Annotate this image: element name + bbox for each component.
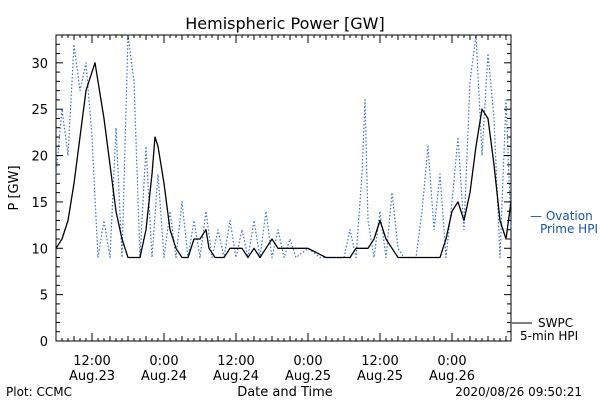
y-tick-label: 0 [40,335,48,350]
x-tick-date-label: Aug.23 [69,369,115,384]
x-axis-ticks: 12:00Aug.230:00Aug.2412:00Aug.240:00Aug.… [55,35,507,384]
footer-plot-credit: Plot: CCMC [6,385,72,399]
x-tick-date-label: Aug.25 [357,369,403,384]
legend-swpc: SWPC 5-min HPI [512,316,578,343]
x-tick-date-label: Aug.24 [141,369,187,384]
x-tick-time-label: 12:00 [217,354,254,369]
footer-timestamp: 2020/08/26 09:50:21 [455,385,582,399]
y-axis-ticks: 0 5 10 15 20 25 30 [31,34,511,350]
plot-frame [55,34,512,342]
legend-ovation-line1: — Ovation [530,209,593,223]
y-tick-label: 20 [31,150,48,165]
x-axis-label: Date and Time [237,385,333,400]
legend-swpc-line2: 5-min HPI [520,329,578,343]
ovation-series-line [55,34,512,259]
y-axis-label: P [GW] [7,165,22,210]
legend-swpc-line1: SWPC [538,316,573,330]
series-layer [55,34,512,259]
x-tick-time-label: 0:00 [437,354,466,369]
y-tick-label: 5 [40,289,48,304]
y-tick-label: 30 [31,57,48,72]
chart-title: Hemispheric Power [GW] [185,14,384,33]
x-tick-time-label: 12:00 [73,354,110,369]
x-tick-date-label: Aug.24 [213,369,259,384]
legend-ovation-line2: Prime HPI [540,222,598,236]
plot-area [55,34,512,342]
y-tick-label: 15 [31,196,48,211]
x-tick-time-label: 12:00 [361,354,398,369]
legend-ovation: — Ovation Prime HPI [530,209,598,236]
x-tick-date-label: Aug.26 [429,369,475,384]
swpc-series-line [55,62,512,259]
y-tick-label: 25 [31,103,48,118]
x-tick-time-label: 0:00 [149,354,178,369]
y-tick-label: 10 [31,242,48,257]
x-tick-date-label: Aug.25 [285,369,331,384]
x-tick-time-label: 0:00 [293,354,322,369]
